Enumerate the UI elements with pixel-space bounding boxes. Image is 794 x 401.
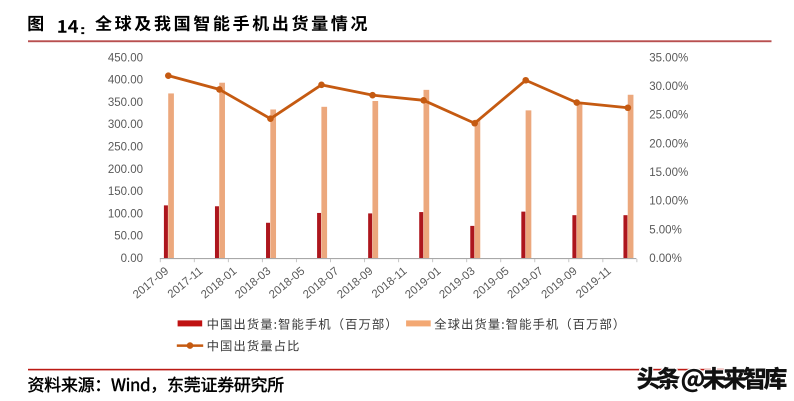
- svg-text:250.00: 250.00: [108, 142, 143, 154]
- svg-text:450.00: 450.00: [108, 52, 143, 64]
- svg-text:350.00: 350.00: [108, 97, 143, 109]
- svg-text:400.00: 400.00: [108, 75, 143, 87]
- svg-text:30.00%: 30.00%: [649, 81, 688, 93]
- svg-text:150.00: 150.00: [108, 186, 143, 198]
- svg-text:50.00: 50.00: [114, 231, 143, 243]
- svg-text:10.00%: 10.00%: [649, 196, 688, 208]
- svg-text:15.00%: 15.00%: [649, 167, 688, 179]
- svg-text:0.00: 0.00: [121, 253, 143, 265]
- svg-text:200.00: 200.00: [108, 164, 143, 176]
- svg-text:100.00: 100.00: [108, 208, 143, 220]
- svg-text:0.00%: 0.00%: [649, 253, 682, 265]
- svg-text:5.00%: 5.00%: [649, 224, 682, 236]
- svg-text:25.00%: 25.00%: [649, 110, 688, 122]
- svg-text:20.00%: 20.00%: [649, 138, 688, 150]
- svg-text:300.00: 300.00: [108, 119, 143, 131]
- svg-text:35.00%: 35.00%: [649, 52, 688, 64]
